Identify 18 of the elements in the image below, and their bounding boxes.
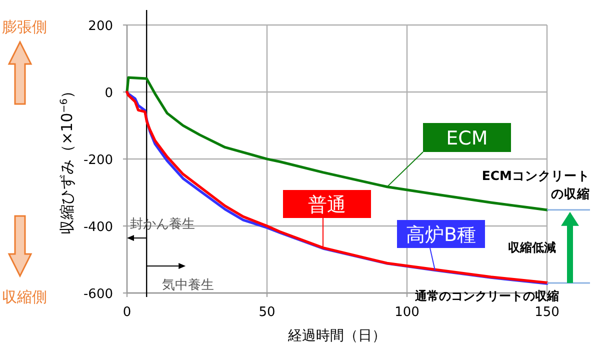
annotation: 収縮低減	[508, 240, 556, 254]
y-tick-label: 0	[104, 86, 113, 101]
annotation: 通常のコンクリートの収縮	[414, 288, 559, 303]
y-tick-label: -600	[83, 287, 113, 302]
x-tick-label: 100	[394, 305, 420, 320]
x-tick-label: 0	[122, 305, 132, 320]
series-label: 高炉B種	[406, 224, 476, 246]
y-tick-label: 200	[88, 19, 113, 34]
x-tick-label: 50	[258, 305, 276, 320]
series-label: 普通	[308, 194, 346, 216]
y-tick-label: -400	[83, 220, 113, 235]
x-tick-label: 150	[534, 305, 560, 320]
text: 収縮側	[2, 288, 47, 306]
y-tick-label: -200	[83, 153, 113, 168]
annotation: ECMコンクリートの収縮	[482, 168, 590, 201]
annotation: 気中養生	[162, 278, 214, 293]
text: 膨張側	[2, 18, 47, 36]
x-axis-title: 経過時間（日）	[287, 328, 386, 344]
